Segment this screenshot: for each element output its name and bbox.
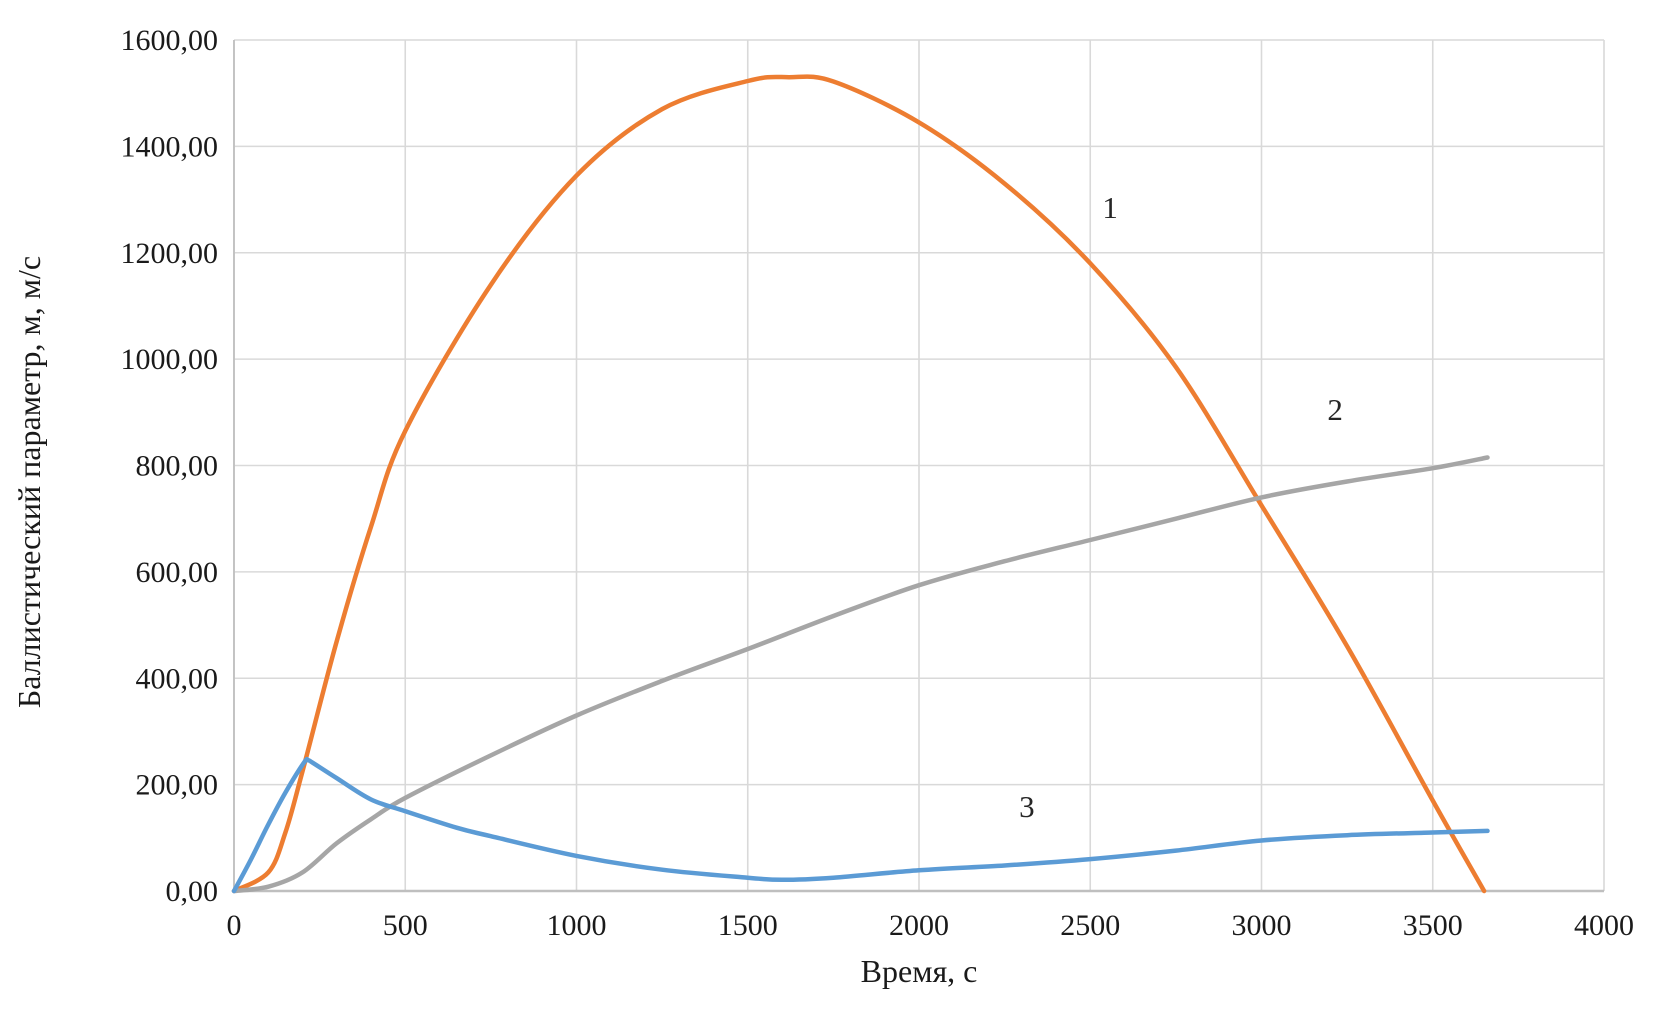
grid-layer xyxy=(233,39,1605,893)
y-tick-label: 400,00 xyxy=(136,662,219,695)
x-tick-label: 3000 xyxy=(1232,909,1292,942)
series-number-label-3: 3 xyxy=(1019,789,1035,824)
y-tick-label: 200,00 xyxy=(136,769,219,802)
y-tick-label: 1000,00 xyxy=(121,343,219,376)
y-tick-label: 1600,00 xyxy=(121,24,219,57)
y-axis-title: Баллистический параметр, м, м/с xyxy=(11,256,47,708)
series-layer: 1 2 3 xyxy=(231,74,1490,894)
x-tick-label: 1500 xyxy=(718,909,778,942)
x-tick-label: 2000 xyxy=(889,909,949,942)
y-tick-label: 0,00 xyxy=(166,875,219,908)
series-curve-1 xyxy=(231,74,1487,894)
x-tick-label: 1000 xyxy=(547,909,607,942)
x-tick-label: 2500 xyxy=(1060,909,1120,942)
x-tick-label: 0 xyxy=(227,909,242,942)
x-tick-label: 4000 xyxy=(1574,909,1634,942)
x-axis-title: Время, с xyxy=(861,953,978,989)
series-curve-3 xyxy=(231,756,1490,894)
y-tick-label: 1400,00 xyxy=(121,130,219,163)
y-tick-label: 600,00 xyxy=(136,556,219,589)
tick-layer: 0,00 200,00 400,00 600,00 800,00 1000,00 1200,… xyxy=(121,24,1635,942)
series-number-label-1: 1 xyxy=(1102,190,1118,225)
y-tick-label: 1200,00 xyxy=(121,237,219,270)
x-tick-label: 500 xyxy=(383,909,428,942)
y-tick-label: 800,00 xyxy=(136,450,219,483)
series-number-label-2: 2 xyxy=(1327,392,1343,427)
x-tick-label: 3500 xyxy=(1403,909,1463,942)
series-curve-2 xyxy=(231,455,1490,894)
